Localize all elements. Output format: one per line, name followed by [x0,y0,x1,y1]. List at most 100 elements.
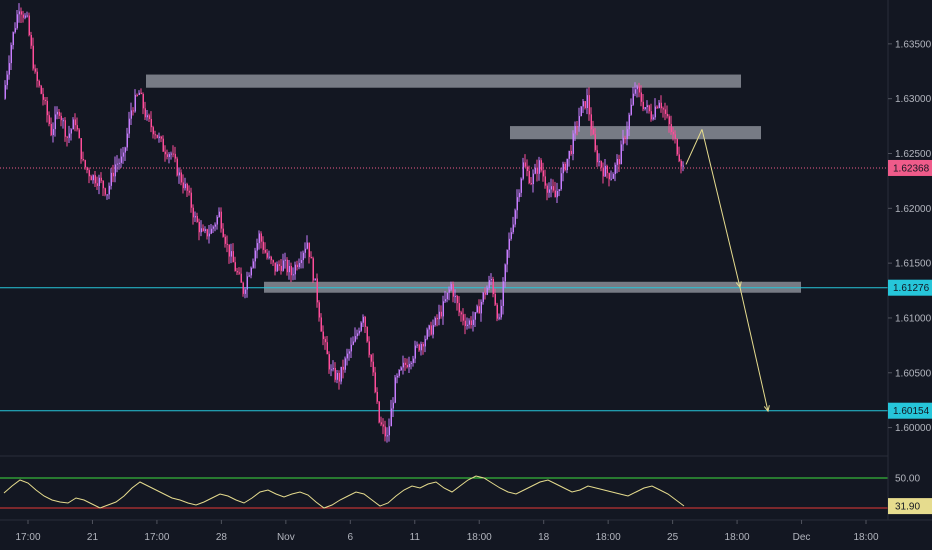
candle-body [188,190,190,193]
candle-body [4,85,6,99]
candle-body [50,123,52,136]
time-axis-ticks: 17:00 21 17:00 28 Nov 6 11 18:00 18 18:00 25 18:00 D… [15,520,879,543]
candle-body [216,216,218,225]
candle-body [326,342,328,355]
price-tick-label: 1.62000 [895,204,932,215]
candle-body [228,244,230,257]
projection-segment [739,287,769,412]
candle-body [368,341,370,355]
candle-body [32,45,34,69]
candle-body [318,302,320,318]
candle-body [626,129,628,139]
candle-body [300,260,302,264]
candle-body [292,274,294,276]
candle-body [352,341,354,345]
time-tick-label: 17:00 [144,532,169,543]
candle-body [432,325,434,335]
candle-body [546,185,548,193]
rsi-panel: 50.00 [0,474,920,509]
candle-body [444,299,446,302]
candle-body [70,129,72,134]
candle-body [458,303,460,313]
candle-body [628,114,630,130]
candle-body [324,339,326,343]
rsi-current-badge-bg [888,498,932,515]
candle-body [630,104,632,115]
candle-body [656,106,658,108]
candle-body [56,111,58,115]
support-level-badge: 1.61276 [893,283,930,294]
candle-body [270,256,272,261]
candle-body [118,162,120,164]
candle-body [384,426,386,437]
candle-body [242,282,244,294]
candle-body [342,366,344,370]
candle-body [190,192,192,208]
candle-body [78,129,80,139]
candle-body [680,161,682,167]
candle-body [62,120,64,122]
candle-body [332,367,334,370]
candle-body [390,408,392,427]
candle-body [620,144,622,165]
candle-body [322,331,324,340]
candle-body [632,93,634,105]
candle-body [644,107,646,109]
candle-body [518,192,520,198]
candle-body [524,162,526,167]
candle-body [374,372,376,392]
rsi-line [3,475,685,509]
candle-body [168,154,170,157]
candle-body [98,177,100,187]
candle-body [148,115,150,119]
candle-body [450,284,452,290]
candle-body [274,262,276,272]
candle-body [412,358,414,363]
support-level-badge: 1.60154 [893,406,930,417]
candle-body [400,367,402,370]
candle-body [354,336,356,342]
candle-body [254,250,256,262]
candle-body [440,311,442,317]
candle-body [296,264,298,268]
candle-body [364,316,366,327]
candle-body [136,94,138,96]
candle-body [438,311,440,320]
candle-body [252,261,254,268]
candle-body [72,119,74,130]
time-tick-label: 18:00 [725,532,750,543]
candle-body [44,99,46,101]
candle-body [236,271,238,273]
candle-body [584,101,586,108]
candle-body [344,358,346,370]
candle-body [672,131,674,135]
candle-body [388,426,390,436]
candle-body [512,224,514,233]
candle-body [650,111,652,120]
time-tick-label: 28 [216,532,228,543]
time-tick-label: 18 [538,532,550,543]
candle-body [398,369,400,376]
candle-body [662,108,664,110]
candle-body [574,126,576,134]
time-tick-label: 6 [348,532,354,543]
candle-body [494,294,496,305]
candle-body [410,362,412,364]
candle-body [84,160,86,168]
candle-body [122,152,124,157]
candle-body [548,189,550,193]
candle-body [142,93,144,109]
candle-body [638,86,640,93]
candle-body [304,248,306,253]
candle-body [146,115,148,118]
candle-body [360,322,362,331]
candle-body [648,105,650,112]
price-tick-label: 1.60000 [895,423,932,434]
candle-body [320,317,322,332]
candle-body [670,124,672,132]
candle-body [430,325,432,335]
candle-body [376,391,378,402]
candle-body [476,306,478,313]
candle-body [42,93,44,100]
candle-body [634,89,636,94]
